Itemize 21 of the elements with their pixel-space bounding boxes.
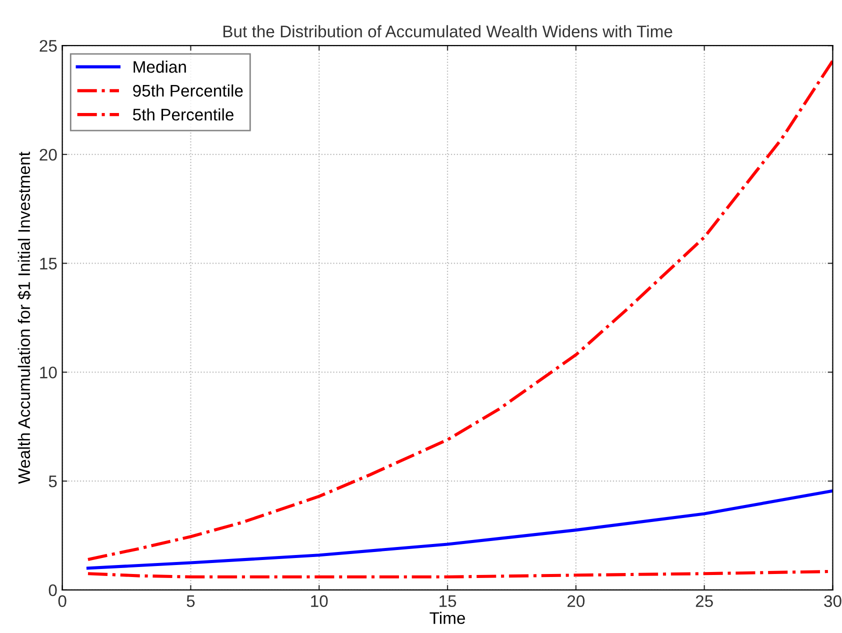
x-tick-label: 30 — [824, 595, 842, 608]
line-series — [86, 489, 833, 570]
line-series — [86, 59, 833, 561]
legend-label: 5th Percentile — [132, 108, 234, 121]
y-tick-label: 0 — [48, 584, 57, 596]
x-tick-label: 25 — [696, 595, 713, 608]
y-tick-label: 10 — [40, 366, 57, 378]
x-tick-label: 0 — [58, 595, 66, 608]
legend-label: Median — [134, 60, 186, 73]
y-axis-title: Wealth Accumulation for $1 Initial Investment — [18, 152, 32, 484]
y-tick-label: 5 — [48, 476, 57, 488]
x-axis-title: Time — [430, 612, 465, 624]
x-tick-label: 20 — [568, 595, 585, 608]
chart-title: But the Distribution of Accumulated Wealth Widens with Time — [223, 25, 672, 38]
x-tick-label: 10 — [311, 595, 328, 608]
x-tick-label: 5 — [186, 595, 195, 608]
legend-label: 95th Percentile — [133, 84, 243, 97]
y-tick-label: 20 — [40, 148, 57, 161]
y-tick-label: 25 — [40, 40, 57, 52]
y-tick-label: 15 — [40, 258, 57, 270]
x-tick-label: 15 — [440, 595, 456, 608]
